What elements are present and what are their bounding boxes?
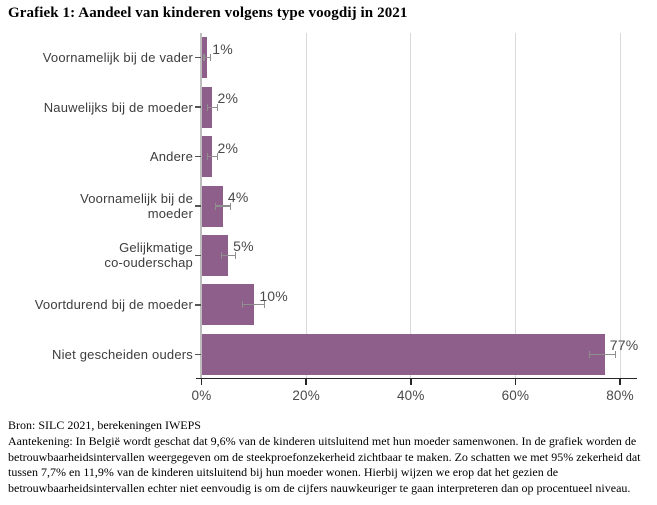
x-axis-tick — [305, 379, 307, 385]
error-bar-cap-right — [614, 350, 616, 358]
value-label: 4% — [227, 189, 249, 205]
x-axis-tick — [514, 379, 517, 385]
category-label: Voornamelijk bij de moeder — [80, 191, 193, 221]
error-bar-line — [215, 205, 231, 207]
chart-title: Grafiek 1: Aandeel van kinderen volgens … — [8, 5, 408, 21]
x-axis-tick — [410, 379, 412, 385]
category-label: Andere — [149, 149, 193, 165]
error-bar-line — [589, 353, 616, 355]
error-bar-cap-left — [207, 103, 209, 111]
error-bar-cap-left — [215, 202, 217, 210]
x-axis-tick-label: 0% — [191, 388, 212, 403]
gridline — [305, 33, 307, 379]
error-bar-cap-right — [217, 153, 219, 161]
y-axis-tick — [195, 56, 201, 59]
error-bar-line — [204, 57, 211, 59]
error-bar-cap-right — [234, 251, 237, 259]
category-label: Gelijkmatige co-ouderschap — [104, 240, 193, 271]
x-axis-tick-label: 40% — [396, 388, 425, 403]
category-label: Nauwelijks bij de moeder — [43, 99, 193, 115]
error-bar-cap-left — [220, 251, 222, 259]
gridline — [514, 33, 516, 379]
error-bar-line — [221, 254, 236, 257]
category-label: Niet gescheiden ouders — [52, 346, 193, 362]
error-bar-line — [207, 155, 218, 158]
error-bar-cap-left — [203, 54, 205, 62]
y-axis-tick — [195, 254, 201, 257]
x-axis-tick — [200, 379, 203, 385]
error-bar-cap-right — [217, 103, 219, 111]
error-bar-cap-left — [588, 350, 590, 358]
value-label: 1% — [212, 40, 233, 57]
gridline — [410, 33, 412, 379]
category-label: Voortdurend bij de moeder — [34, 297, 193, 313]
y-axis-tick — [195, 106, 201, 108]
x-axis-line — [196, 377, 637, 379]
category-label: Voornamelijk bij de vader — [42, 50, 193, 66]
bar-chart: 0% 20% 40% 60% 80% Voornamelijk bij de vader 1… — [34, 33, 639, 403]
bar — [202, 333, 605, 375]
value-label: 2% — [217, 90, 239, 107]
y-axis-tick — [195, 353, 201, 356]
error-bar-cap-right — [210, 54, 212, 62]
footnote: Bron: SILC 2021, berekeningen IWEPS Aant… — [8, 418, 652, 497]
x-axis-tick — [619, 379, 621, 385]
gridline — [619, 33, 621, 379]
y-axis-line — [200, 33, 202, 379]
error-bar-line — [207, 106, 218, 108]
value-label: 77% — [609, 337, 639, 354]
y-axis-tick — [195, 205, 201, 207]
value-label: 5% — [233, 238, 254, 255]
x-axis-tick-label: 80% — [606, 388, 634, 403]
x-axis-tick-label: 20% — [292, 388, 320, 403]
error-bar-cap-right — [263, 301, 265, 309]
error-bar-line — [242, 304, 265, 306]
bar — [202, 185, 223, 227]
value-label: 10% — [259, 287, 288, 304]
error-bar-cap-left — [207, 153, 209, 161]
error-bar-cap-left — [241, 301, 243, 309]
error-bar-cap-right — [229, 202, 231, 210]
value-label: 2% — [217, 139, 239, 156]
x-axis-tick-label: 60% — [501, 388, 530, 403]
annotation-note: Aantekening: In België wordt geschat dat… — [8, 433, 641, 496]
source-note: Bron: SILC 2021, berekeningen IWEPS — [8, 418, 201, 432]
y-axis-tick — [195, 155, 201, 158]
y-axis-tick — [195, 304, 201, 306]
